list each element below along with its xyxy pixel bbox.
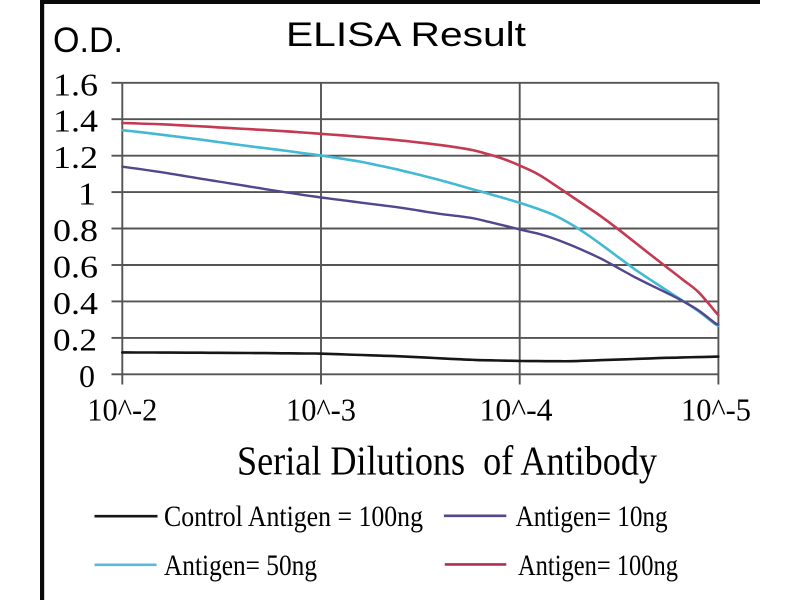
svg-text:1: 1 xyxy=(78,176,96,212)
svg-text:0.6: 0.6 xyxy=(53,249,98,285)
svg-text:0: 0 xyxy=(79,358,95,394)
svg-text:0.8: 0.8 xyxy=(53,212,98,248)
svg-text:10^-2: 10^-2 xyxy=(87,392,157,428)
svg-text:Antigen= 100ng: Antigen= 100ng xyxy=(518,549,678,582)
svg-text:O.D.: O.D. xyxy=(53,20,123,60)
svg-text:ELISA Result: ELISA Result xyxy=(286,16,527,54)
svg-text:10^-5: 10^-5 xyxy=(681,392,751,428)
svg-text:Antigen= 50ng: Antigen= 50ng xyxy=(164,549,317,582)
svg-text:0.2: 0.2 xyxy=(53,321,97,357)
svg-text:10^-4: 10^-4 xyxy=(480,392,553,428)
svg-text:10^-3: 10^-3 xyxy=(286,392,356,428)
svg-text:1.6: 1.6 xyxy=(53,66,98,102)
svg-text:Control Antigen = 100ng: Control Antigen = 100ng xyxy=(164,500,423,533)
svg-text:1.4: 1.4 xyxy=(53,103,98,139)
svg-text:0.4: 0.4 xyxy=(53,285,98,321)
svg-text:1.2: 1.2 xyxy=(53,139,98,175)
svg-text:Antigen= 10ng: Antigen= 10ng xyxy=(516,500,668,533)
svg-text:Serial Dilutions of Antibody: Serial Dilutions of Antibody xyxy=(237,438,657,484)
